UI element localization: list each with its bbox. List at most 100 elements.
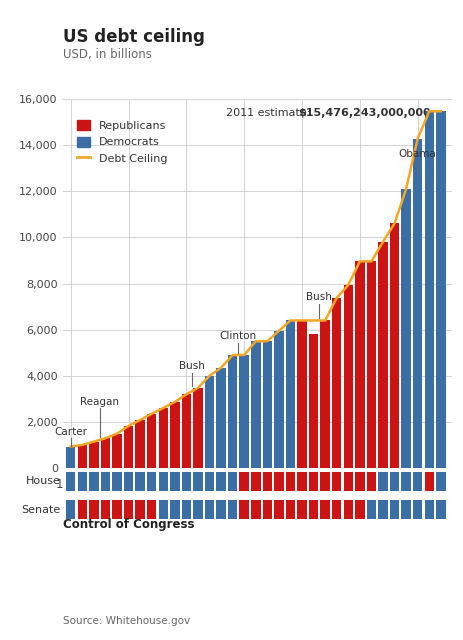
Bar — [343, 500, 352, 519]
Bar — [193, 472, 202, 491]
Bar — [89, 472, 99, 491]
Bar — [250, 341, 260, 468]
Bar — [308, 334, 318, 468]
Bar — [377, 472, 387, 491]
Bar — [424, 472, 433, 491]
Bar — [262, 500, 271, 519]
Bar — [158, 408, 168, 468]
Bar — [100, 500, 110, 519]
Bar — [216, 500, 225, 519]
Bar — [332, 298, 341, 468]
Bar — [435, 111, 444, 468]
Bar — [227, 500, 237, 519]
Bar — [400, 189, 410, 468]
Bar — [400, 472, 410, 491]
Bar — [89, 442, 99, 468]
Bar — [100, 472, 110, 491]
Bar — [239, 355, 249, 468]
Text: Reagan: Reagan — [80, 397, 119, 407]
Bar — [354, 472, 364, 491]
Bar — [216, 368, 225, 468]
Bar — [250, 500, 260, 519]
Bar — [377, 500, 387, 519]
Bar — [158, 472, 168, 491]
Bar — [435, 472, 444, 491]
Bar — [308, 500, 318, 519]
Bar — [366, 472, 375, 491]
Bar — [320, 472, 329, 491]
Bar — [332, 500, 341, 519]
Bar — [135, 472, 144, 491]
Bar — [285, 500, 294, 519]
Bar — [389, 500, 399, 519]
Bar — [424, 111, 433, 468]
Bar — [147, 413, 156, 468]
Bar — [112, 472, 121, 491]
Bar — [424, 500, 433, 519]
Bar — [181, 472, 191, 491]
Bar — [170, 472, 179, 491]
Bar — [274, 472, 283, 491]
Bar — [412, 472, 421, 491]
Bar — [285, 321, 294, 468]
Text: Obama: Obama — [398, 149, 436, 159]
Bar — [227, 355, 237, 468]
Bar — [147, 472, 156, 491]
Text: $15,476,243,000,000: $15,476,243,000,000 — [298, 108, 430, 118]
Bar — [77, 500, 87, 519]
Bar — [343, 472, 352, 491]
Bar — [124, 500, 133, 519]
Bar — [297, 500, 306, 519]
Bar — [297, 321, 306, 468]
Bar — [435, 500, 444, 519]
Bar — [204, 500, 214, 519]
Bar — [332, 472, 341, 491]
Bar — [389, 223, 399, 468]
Bar — [89, 500, 99, 519]
Legend: Republicans, Democrats, Debt Ceiling: Republicans, Democrats, Debt Ceiling — [72, 116, 171, 168]
Bar — [66, 500, 75, 519]
Bar — [77, 445, 87, 468]
Bar — [262, 472, 271, 491]
Bar — [285, 472, 294, 491]
Bar — [320, 321, 329, 468]
Bar — [124, 472, 133, 491]
Bar — [250, 472, 260, 491]
Bar — [135, 500, 144, 519]
Bar — [170, 402, 179, 468]
Bar — [77, 472, 87, 491]
Text: Bush: Bush — [306, 292, 332, 302]
Bar — [412, 138, 421, 468]
Bar — [239, 472, 249, 491]
Bar — [354, 261, 364, 468]
Bar — [389, 472, 399, 491]
Bar — [274, 331, 283, 468]
Bar — [204, 376, 214, 468]
Bar — [147, 500, 156, 519]
Bar — [112, 500, 121, 519]
Text: Senate: Senate — [21, 504, 61, 515]
Bar — [320, 500, 329, 519]
Bar — [239, 500, 249, 519]
Bar — [170, 500, 179, 519]
Bar — [297, 472, 306, 491]
Bar — [66, 472, 75, 491]
Bar — [158, 500, 168, 519]
Bar — [262, 341, 271, 468]
Text: Bush: Bush — [179, 361, 205, 371]
Bar — [274, 500, 283, 519]
Bar — [181, 394, 191, 468]
Bar — [193, 388, 202, 468]
Text: 2011 estimate:: 2011 estimate: — [226, 108, 313, 118]
Text: House: House — [26, 476, 61, 486]
Text: Carter: Carter — [54, 427, 87, 437]
Text: Source: Whitehouse.gov: Source: Whitehouse.gov — [63, 616, 189, 626]
Text: Clinton: Clinton — [219, 332, 257, 341]
Bar — [308, 472, 318, 491]
Bar — [216, 472, 225, 491]
Bar — [343, 285, 352, 468]
Bar — [377, 242, 387, 468]
Bar — [366, 261, 375, 468]
Bar — [135, 420, 144, 468]
Bar — [227, 472, 237, 491]
